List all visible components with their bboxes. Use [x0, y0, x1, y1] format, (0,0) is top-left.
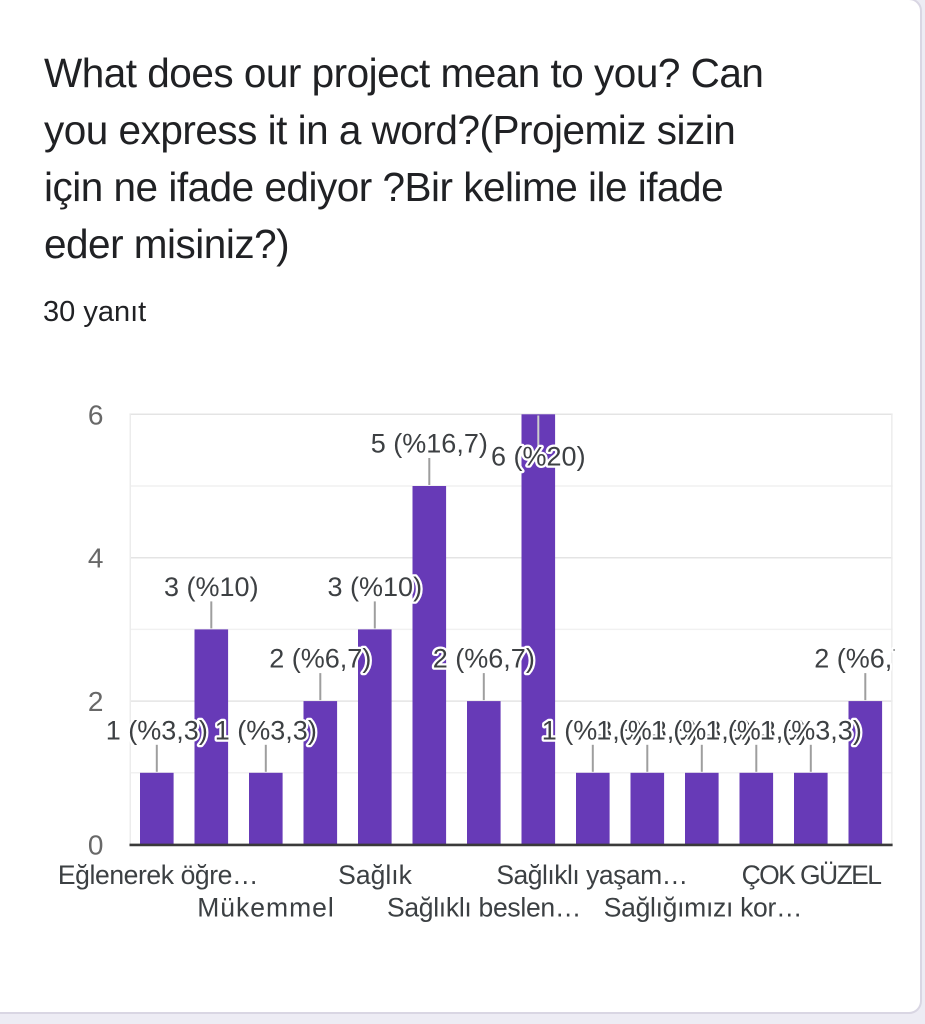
- svg-text:1 (%3,3): 1 (%3,3): [215, 715, 317, 745]
- svg-text:1 (%3,3): 1 (%3,3): [705, 715, 807, 745]
- svg-text:Sağlıklı yaşam…: Sağlıklı yaşam…: [496, 860, 687, 890]
- svg-text:2 (%6,7): 2 (%6,7): [814, 644, 916, 674]
- svg-text:Sağlıklı beslen…: Sağlıklı beslen…: [387, 893, 581, 923]
- svg-text:ÇOK GÜZEL: ÇOK GÜZEL: [742, 860, 882, 890]
- svg-text:2 (%6,7): 2 (%6,7): [433, 644, 535, 674]
- svg-text:1 (%3,3): 1 (%3,3): [760, 715, 862, 745]
- svg-text:1 (%3,3): 1 (%3,3): [106, 715, 208, 745]
- svg-text:6 (%20): 6 (%20): [491, 442, 586, 472]
- svg-text:Eğlenerek öğre…: Eğlenerek öğre…: [58, 860, 258, 890]
- svg-text:Mükemmel: Mükemmel: [197, 893, 335, 923]
- svg-text:0: 0: [88, 830, 104, 861]
- svg-text:Sağlığımızı kor…: Sağlığımızı kor…: [604, 893, 802, 923]
- svg-text:1 (%3,3): 1 (%3,3): [596, 715, 698, 745]
- svg-text:4: 4: [88, 543, 104, 574]
- svg-text:1 (%3,3): 1 (%3,3): [542, 715, 644, 745]
- svg-text:5 (%16,7): 5 (%16,7): [371, 429, 488, 459]
- svg-text:3 (%10): 3 (%10): [328, 572, 423, 602]
- svg-text:6: 6: [88, 399, 104, 430]
- svg-text:3 (%10): 3 (%10): [164, 572, 259, 602]
- svg-text:2: 2: [88, 686, 104, 717]
- svg-text:1 (%3,3): 1 (%3,3): [651, 715, 753, 745]
- svg-text:Sağlık: Sağlık: [338, 860, 412, 890]
- svg-text:2 (%6,7): 2 (%6,7): [269, 644, 371, 674]
